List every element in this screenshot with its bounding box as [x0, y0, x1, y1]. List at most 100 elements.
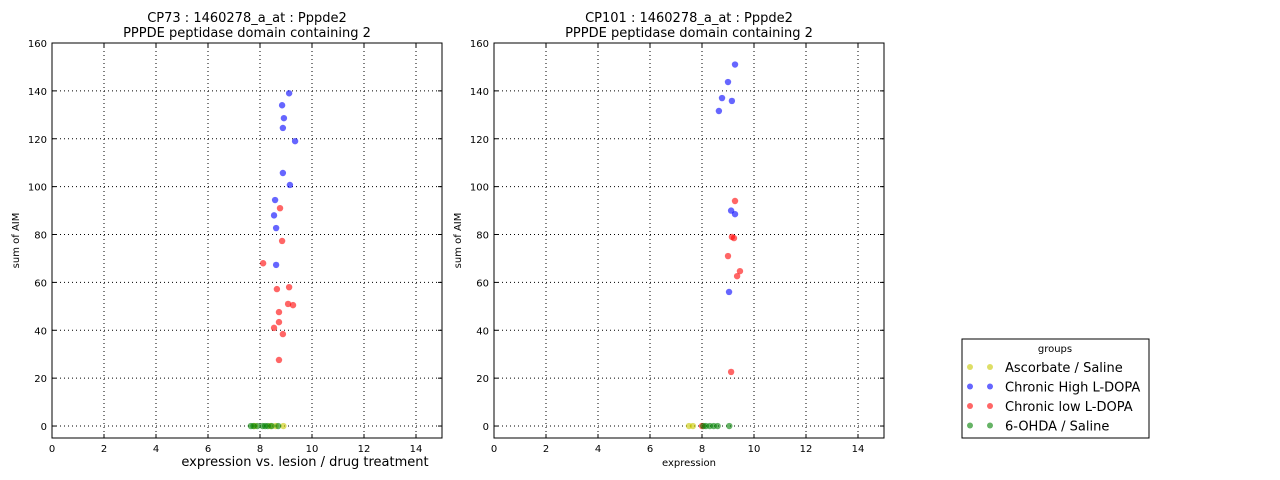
data-point [727, 368, 735, 376]
y-tick-label: 40 [476, 326, 489, 337]
data-point [286, 181, 294, 189]
y-tick-label: 60 [476, 278, 489, 289]
x-tick-label: 6 [647, 444, 653, 455]
y-tick-label: 160 [28, 39, 47, 50]
legend-label: 6-OHDA / Saline [1005, 420, 1109, 435]
x-tick-label: 14 [852, 444, 865, 455]
legend-box [961, 338, 1150, 439]
x-tick-label: 6 [205, 444, 211, 455]
data-point [279, 169, 287, 177]
x-tick-label: 12 [358, 444, 371, 455]
legend-marker [987, 383, 993, 390]
data-point [272, 261, 280, 269]
data-point [280, 114, 288, 122]
data-point [715, 107, 723, 115]
chart-title: CP73 : 1460278_a_at : Pppde2 [147, 11, 347, 26]
y-tick-label: 20 [34, 374, 47, 385]
x-tick-label: 0 [49, 444, 55, 455]
legend-marker [987, 364, 993, 370]
x-axis-label: expression vs. lesion / drug treatment [181, 455, 428, 470]
legend-marker [987, 403, 993, 409]
legend: groups Ascorbate / Saline Chronic High L-D… [961, 338, 1150, 439]
x-axis-label: expression [662, 458, 716, 469]
data-point [730, 234, 738, 242]
legend-marker [967, 403, 973, 409]
y-tick-label: 100 [28, 183, 47, 194]
legend-marker [967, 364, 973, 370]
y-tick-label: 40 [34, 326, 47, 337]
data-point [272, 224, 280, 232]
y-tick-label: 120 [470, 135, 489, 146]
y-axis-label: sum of AIM [11, 213, 22, 269]
legend-label: Chronic High L-DOPA [1005, 381, 1140, 396]
x-tick-label: 14 [410, 444, 423, 455]
x-tick-label: 8 [257, 444, 263, 455]
data-point [275, 308, 283, 316]
data-point [275, 356, 283, 364]
chart-subtitle: PPPDE peptidase domain containing 2 [123, 26, 371, 41]
data-point [285, 283, 293, 291]
x-tick-label: 2 [101, 444, 107, 455]
legend-marker [967, 422, 973, 429]
data-point [736, 267, 744, 275]
y-tick-label: 0 [483, 422, 489, 433]
x-tick-label: 4 [153, 444, 159, 455]
chart-title: CP101 : 1460278_a_at : Pppde2 [585, 11, 793, 26]
data-point [714, 422, 721, 430]
data-point [280, 422, 287, 430]
data-point [273, 285, 281, 293]
y-tick-label: 160 [470, 39, 489, 50]
data-point [270, 324, 278, 332]
y-tick-label: 0 [41, 422, 47, 433]
legend-label: Chronic low L-DOPA [1005, 400, 1133, 415]
x-tick-label: 0 [491, 444, 497, 455]
data-point [279, 124, 287, 132]
legend-marker [987, 422, 993, 429]
chart-subtitle: PPPDE peptidase domain containing 2 [565, 26, 813, 41]
data-point [726, 422, 733, 430]
data-point [284, 300, 292, 308]
plot-frame [493, 42, 885, 439]
legend-label: Ascorbate / Saline [1005, 361, 1123, 376]
data-point [254, 422, 261, 430]
data-point [278, 237, 286, 245]
data-point [689, 422, 697, 430]
data-point [718, 94, 726, 102]
plot-frame [51, 42, 443, 439]
data-point [725, 288, 733, 296]
data-point [728, 97, 736, 105]
y-tick-label: 140 [28, 87, 47, 98]
data-point [724, 78, 732, 86]
data-point [278, 102, 286, 109]
data-point [731, 210, 739, 218]
data-point [275, 422, 282, 430]
data-point [271, 196, 279, 204]
x-tick-label: 10 [748, 444, 761, 455]
y-tick-label: 100 [470, 183, 489, 194]
data-point [733, 272, 741, 280]
x-tick-label: 2 [543, 444, 549, 455]
data-point [259, 260, 267, 267]
y-tick-label: 20 [476, 374, 489, 385]
x-tick-label: 4 [595, 444, 601, 455]
data-point [289, 301, 297, 309]
data-point [270, 212, 278, 219]
data-point [731, 61, 739, 68]
data-point [275, 318, 283, 326]
y-tick-label: 80 [476, 231, 489, 242]
x-tick-label: 8 [699, 444, 705, 455]
data-point [276, 204, 284, 212]
y-tick-label: 140 [470, 87, 489, 98]
x-tick-label: 10 [306, 444, 319, 455]
y-axis-label: sum of AIM [453, 213, 464, 269]
data-point [279, 330, 287, 338]
y-tick-label: 80 [34, 231, 47, 242]
data-point [731, 197, 739, 205]
data-point [291, 137, 299, 145]
data-point [268, 422, 275, 430]
legend-title: groups [1038, 344, 1072, 355]
data-point [285, 90, 293, 97]
